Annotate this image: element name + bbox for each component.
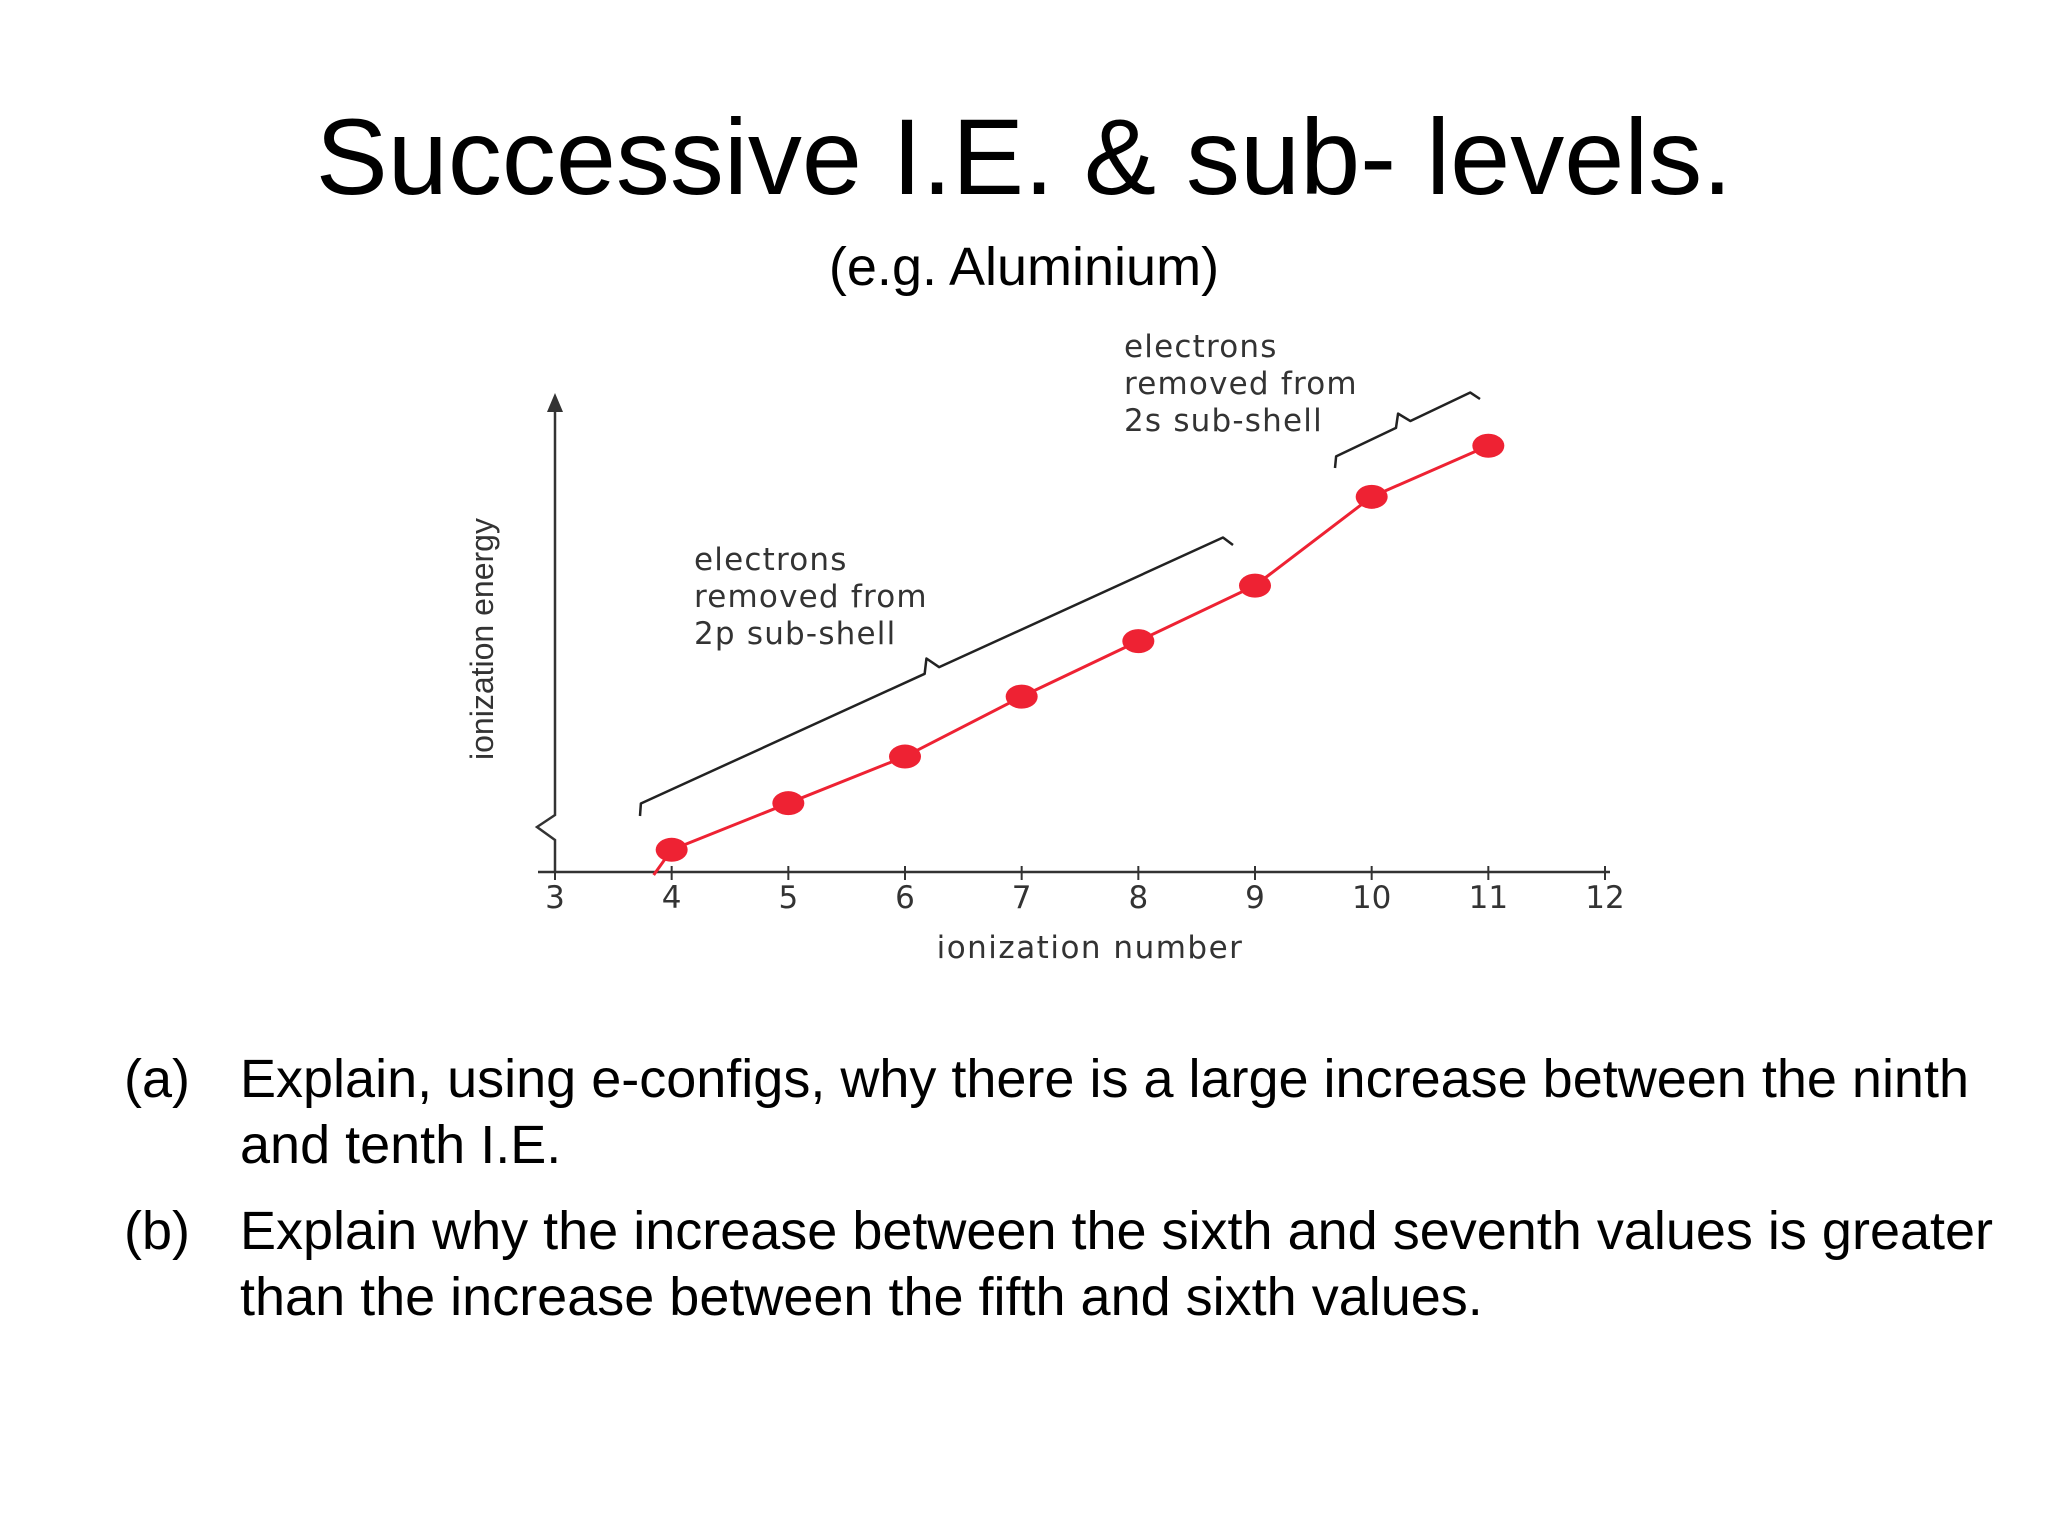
data-point <box>1122 629 1155 654</box>
y-axis-break <box>534 805 557 852</box>
annotation-text: electrons removed from 2s sub-shell <box>1124 329 1358 439</box>
question-a-text: Explain, using e-configs, why there is a… <box>240 1049 1970 1175</box>
data-point <box>655 837 688 862</box>
bracket-2p-subshell <box>638 536 1234 817</box>
question-a-label: (a) <box>124 1049 190 1109</box>
x-tick-label: 12 <box>1585 880 1624 916</box>
question-b-text: Explain why the increase between the six… <box>240 1201 1994 1327</box>
annotation-line: removed from <box>1124 366 1358 402</box>
ionization-energy-chart: 3 4 5 6 7 8 9 10 11 12 electrons removed from 2p su… <box>464 329 1625 966</box>
annotation-text: electrons removed from 2p sub-shell <box>694 542 928 652</box>
annotation-line: electrons <box>694 542 848 578</box>
x-tick-label: 6 <box>895 880 915 916</box>
data-point <box>1005 684 1038 709</box>
data-point <box>889 744 921 769</box>
y-axis-arrow-icon <box>547 393 563 412</box>
annotation-line: 2s sub-shell <box>1124 403 1323 439</box>
slide-title: Successive I.E. & sub- levels. <box>315 96 1733 217</box>
chart-plot-area <box>652 433 1505 876</box>
x-tick-label: 10 <box>1352 880 1391 916</box>
y-axis-label: ionization energy <box>464 518 500 760</box>
annotation-line: removed from <box>694 579 928 615</box>
chart-annotations: electrons removed from 2p sub-shellelectro… <box>638 329 1481 817</box>
bracket-2s-subshell <box>1333 391 1481 469</box>
annotation-line: 2p sub-shell <box>694 616 896 652</box>
x-tick-label: 11 <box>1469 880 1508 916</box>
x-tick-label: 7 <box>1012 880 1032 916</box>
x-tick-label: 4 <box>662 880 682 916</box>
data-point <box>1239 573 1271 598</box>
x-tick-label: 8 <box>1128 880 1148 916</box>
annotation-line: electrons <box>1124 329 1278 365</box>
slide-subtitle: (e.g. Aluminium) <box>828 237 1220 297</box>
data-point <box>1472 433 1505 458</box>
x-tick-label: 5 <box>778 880 798 916</box>
x-tick-label: 3 <box>545 880 565 916</box>
x-axis-label: ionization number <box>937 930 1244 966</box>
data-point <box>772 791 805 816</box>
data-point <box>1355 484 1388 509</box>
x-tick-label: 9 <box>1245 880 1265 916</box>
question-b-label: (b) <box>124 1201 190 1261</box>
chart-axes: 3 4 5 6 7 8 9 10 11 12 <box>534 393 1625 916</box>
